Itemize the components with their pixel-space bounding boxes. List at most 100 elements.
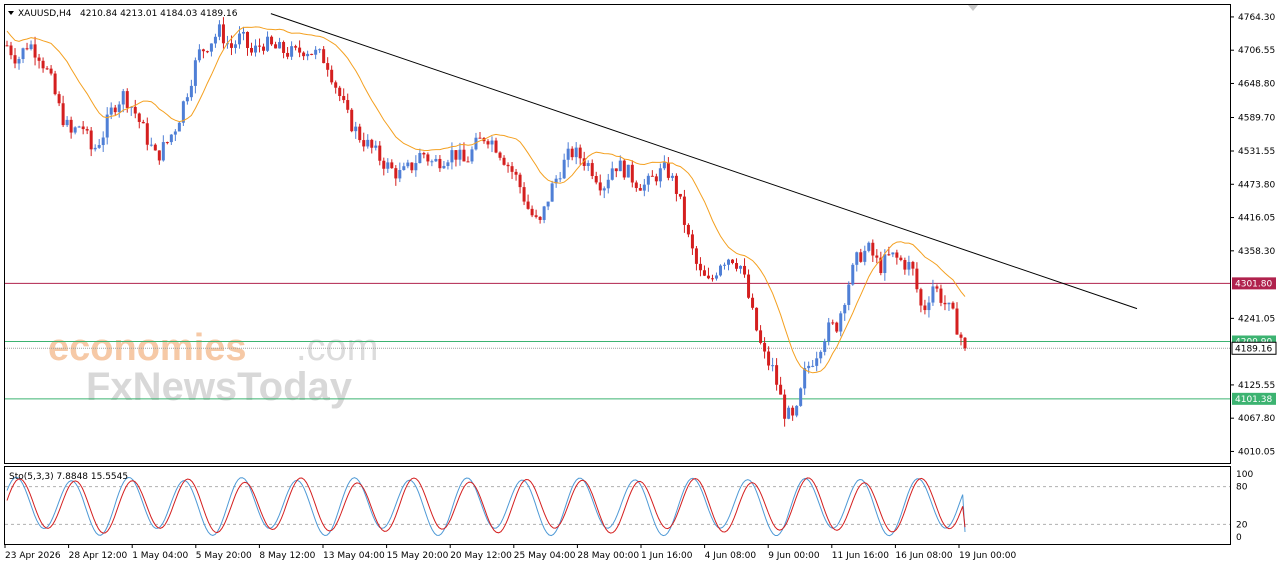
x-tick-label: 9 Jun 00:00	[768, 551, 820, 561]
x-tick-label: 11 Jun 16:00	[832, 551, 889, 561]
candle	[141, 119, 145, 124]
oscillator-label: Sto(5,3,3) 7.8848 15.5545	[9, 472, 128, 482]
stochastic-main-line	[6, 476, 966, 537]
candle	[915, 262, 919, 293]
candle	[374, 140, 378, 151]
candle	[831, 319, 835, 326]
candle	[69, 116, 73, 139]
candle	[694, 246, 698, 271]
candle	[298, 40, 302, 58]
candle	[522, 182, 526, 206]
candle	[366, 134, 370, 149]
candle	[454, 150, 458, 167]
candle	[189, 79, 193, 101]
candle	[197, 44, 201, 63]
candle	[386, 158, 390, 173]
candle	[157, 150, 161, 165]
candle	[65, 116, 69, 128]
candle	[646, 173, 650, 192]
scroll-marker-icon[interactable]	[968, 5, 978, 11]
candle	[57, 91, 61, 107]
candle	[117, 101, 121, 118]
candle	[594, 171, 598, 185]
candle	[350, 108, 354, 133]
candle	[951, 301, 955, 310]
candle	[13, 48, 17, 69]
candle	[931, 279, 935, 306]
candle	[747, 269, 751, 299]
candle	[743, 258, 747, 278]
candle	[562, 153, 566, 179]
y-tick-label: 4416.05	[1238, 214, 1275, 224]
candle	[947, 302, 951, 311]
candle	[394, 165, 398, 186]
symbol-timeframe: XAUUSD,H4	[18, 9, 72, 19]
candle	[25, 42, 29, 51]
candle	[41, 57, 45, 73]
candle	[282, 40, 286, 59]
candle	[706, 267, 710, 280]
candle	[847, 281, 851, 311]
candle	[891, 252, 895, 258]
candle	[61, 95, 65, 128]
y-tick-label: 4010.05	[1238, 447, 1275, 457]
candle	[21, 47, 25, 64]
candle	[755, 307, 759, 332]
candle	[654, 173, 658, 186]
watermark-logo: economies .com FxNewsToday	[48, 327, 378, 409]
candle	[398, 162, 402, 183]
candle	[638, 184, 642, 191]
candle	[502, 155, 506, 166]
candle	[390, 159, 394, 169]
candle	[626, 164, 630, 178]
candle	[217, 20, 221, 41]
candle	[634, 180, 638, 192]
candle	[274, 41, 278, 49]
candle	[590, 159, 594, 180]
y-tick-label: 4589.70	[1238, 114, 1275, 124]
candle	[682, 189, 686, 233]
candle	[855, 251, 859, 272]
candle	[510, 162, 514, 180]
candle	[698, 257, 702, 277]
trendline[interactable]	[270, 13, 1138, 310]
candle	[81, 121, 85, 135]
stochastic-signal-line	[6, 477, 966, 534]
candle	[610, 161, 614, 181]
candle	[578, 144, 582, 165]
oscillator-frame	[4, 466, 1231, 545]
candle	[795, 405, 799, 418]
candle	[803, 361, 807, 395]
candle	[670, 173, 674, 182]
candle	[622, 159, 626, 180]
candle	[85, 126, 89, 135]
collapse-arrow-icon[interactable]	[8, 11, 14, 15]
y-tick-label: 4125.55	[1238, 381, 1275, 391]
candle	[77, 125, 81, 128]
candle	[494, 137, 498, 154]
candle	[101, 131, 105, 152]
candle	[137, 112, 141, 129]
oscillator-tick-label: 100	[1236, 470, 1253, 480]
price-level-tag	[1232, 392, 1276, 405]
candle	[209, 43, 213, 57]
candle	[193, 57, 197, 94]
candle	[334, 80, 338, 94]
y-tick-label: 4648.80	[1238, 79, 1275, 89]
candle	[614, 168, 618, 178]
candle	[294, 44, 298, 51]
bid-price-tag	[1231, 341, 1277, 355]
candle	[326, 57, 330, 77]
y-tick-label: 4764.30	[1238, 13, 1275, 23]
candle	[258, 38, 262, 53]
candle	[702, 265, 706, 277]
candle	[835, 321, 839, 333]
candle	[278, 37, 282, 49]
candle	[650, 170, 654, 177]
candle	[45, 66, 49, 71]
candle	[923, 299, 927, 315]
candle	[33, 36, 37, 66]
candle	[338, 85, 342, 102]
candle	[378, 141, 382, 166]
